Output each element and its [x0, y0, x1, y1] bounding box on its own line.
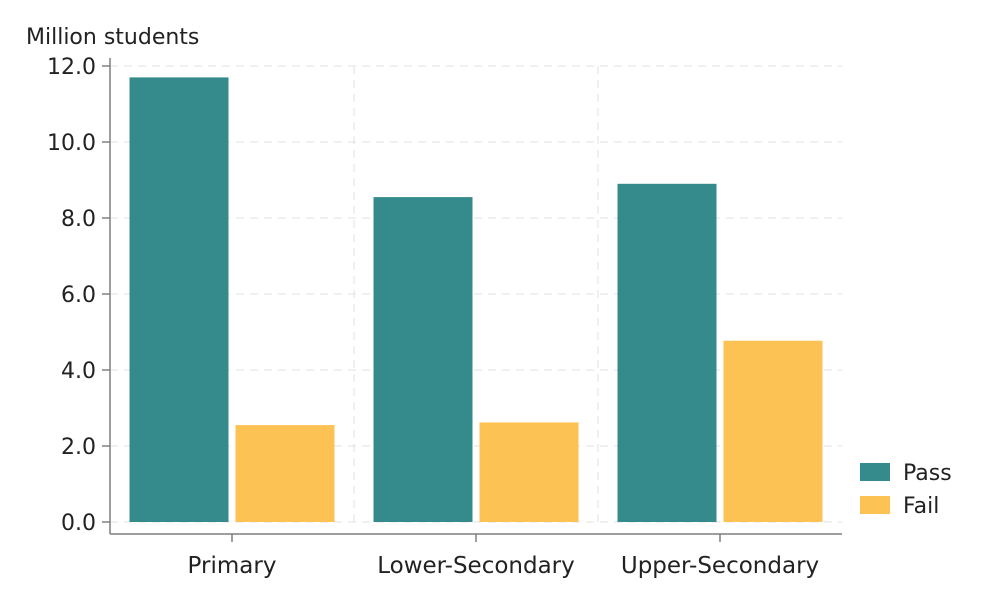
y-tick-label: 0.0 — [61, 511, 96, 536]
legend-swatch-fail — [860, 496, 890, 514]
x-tick-label: Upper-Secondary — [621, 553, 819, 579]
legend-swatch-pass — [860, 463, 890, 481]
y-tick-label: 6.0 — [61, 283, 96, 308]
bar-fail-upper-secondary — [723, 340, 823, 522]
axes: 0.0 2.0 4.0 6.0 8.0 10.0 12.0 Primary Lower-Seco… — [47, 55, 842, 579]
legend-label-pass: Pass — [903, 461, 952, 486]
x-tick-label: Primary — [188, 553, 277, 579]
y-tick-label: 4.0 — [61, 359, 96, 384]
bar-pass-primary — [129, 77, 229, 523]
y-tick-label: 12.0 — [47, 55, 96, 80]
bar-pass-lower-secondary — [373, 197, 473, 522]
y-tick-label: 10.0 — [47, 131, 96, 156]
legend: Pass Fail — [860, 461, 952, 519]
x-tick-label: Lower-Secondary — [377, 553, 575, 579]
legend-label-fail: Fail — [903, 494, 939, 519]
y-axis-label: Million students — [26, 25, 199, 50]
bar-fail-lower-secondary — [479, 422, 579, 522]
y-tick-label: 2.0 — [61, 435, 96, 460]
bar-fail-primary — [235, 425, 335, 522]
bar-pass-upper-secondary — [617, 183, 717, 523]
y-tick-label: 8.0 — [61, 207, 96, 232]
grid — [110, 65, 842, 523]
bars — [129, 77, 823, 523]
